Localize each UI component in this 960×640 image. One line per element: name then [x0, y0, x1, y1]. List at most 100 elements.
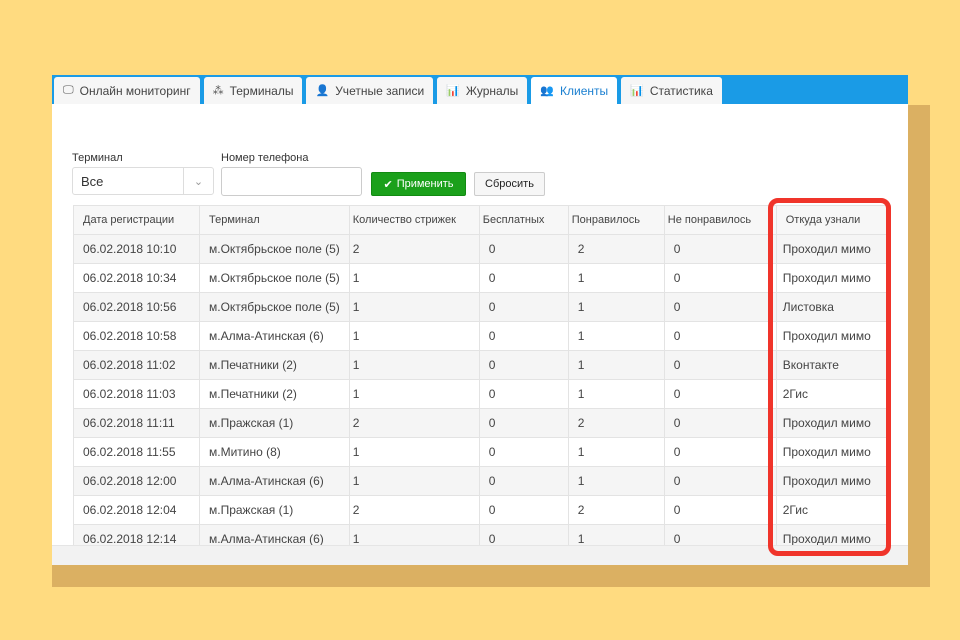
tab-2[interactable]: 👤 Учетные записи — [306, 77, 434, 104]
terminal-select[interactable]: Все ⌄ — [72, 167, 214, 195]
tab-label: Терминалы — [229, 83, 294, 98]
tab-4[interactable]: 👥 Клиенты — [531, 77, 618, 104]
column-header[interactable]: Бесплатных — [478, 205, 569, 235]
table-cell: 2 — [348, 408, 480, 438]
apply-button[interactable]: ✔ Применить — [371, 172, 466, 196]
clients-table: Дата регистрации Терминал Количество стриж… — [73, 205, 891, 554]
table-cell: 0 — [663, 408, 777, 438]
table-cell: 0 — [478, 466, 569, 496]
table-cell: 1 — [567, 437, 665, 467]
table-cell: м.Печатники (2) — [199, 350, 350, 380]
table-cell: Проходил мимо — [775, 466, 891, 496]
table-cell: м.Алма-Атинская (6) — [199, 321, 350, 351]
table-cell: 0 — [478, 437, 569, 467]
table-cell: 1 — [348, 321, 480, 351]
table-cell: 0 — [663, 350, 777, 380]
table-cell: 06.02.2018 10:10 — [73, 234, 200, 264]
column-header[interactable]: Откуда узнали — [775, 205, 891, 235]
table-cell: 0 — [663, 321, 777, 351]
table-cell: 1 — [567, 350, 665, 380]
bar-chart-icon: 📊 — [446, 85, 460, 97]
table-row[interactable]: 06.02.2018 10:56 м.Октябрьское поле (5) 1 0… — [73, 292, 891, 322]
table-cell: 0 — [478, 263, 569, 293]
table-cell: 2 — [567, 234, 665, 264]
table-cell: м.Октябрьское поле (5) — [199, 292, 350, 322]
phone-input[interactable] — [221, 167, 362, 196]
table-row[interactable]: 06.02.2018 11:03 м.Печатники (2) 1 0 1 0 2Гис — [73, 379, 891, 409]
table-cell: 0 — [478, 408, 569, 438]
table-cell: 1 — [348, 350, 480, 380]
table-cell: 1 — [348, 292, 480, 322]
table-cell: 06.02.2018 10:58 — [73, 321, 200, 351]
tab-label: Клиенты — [560, 83, 609, 98]
table-cell: 06.02.2018 11:03 — [73, 379, 200, 409]
table-cell: 2Гис — [775, 495, 891, 525]
table-cell: м.Печатники (2) — [199, 379, 350, 409]
table-cell: 0 — [478, 234, 569, 264]
table-cell: 06.02.2018 12:00 — [73, 466, 200, 496]
tab-0[interactable]: 🖵 Онлайн мониторинг — [54, 77, 200, 104]
chevron-down-icon[interactable]: ⌄ — [183, 168, 213, 194]
table-cell: 2 — [348, 495, 480, 525]
table-cell: 2 — [567, 408, 665, 438]
table-row[interactable]: 06.02.2018 12:00 м.Алма-Атинская (6) 1 0 1 0 П… — [73, 466, 891, 496]
table-cell: 06.02.2018 10:56 — [73, 292, 200, 322]
table-row[interactable]: 06.02.2018 12:04 м.Пражская (1) 2 0 2 0 2Гис — [73, 495, 891, 525]
column-header[interactable]: Дата регистрации — [73, 205, 200, 235]
table-cell: 0 — [478, 292, 569, 322]
table-cell: 1 — [567, 263, 665, 293]
sitemap-icon: ⁂ — [212, 85, 224, 97]
tab-bar: 🖵 Онлайн мониторинг ⁂ Терминалы 👤 Учетные зап… — [52, 75, 908, 104]
tab-5[interactable]: 📊 Статистика — [621, 77, 722, 104]
table-cell: 0 — [478, 321, 569, 351]
table-cell: 1 — [567, 466, 665, 496]
table-row[interactable]: 06.02.2018 11:11 м.Пражская (1) 2 0 2 0 Проход… — [73, 408, 891, 438]
table-cell: 06.02.2018 11:02 — [73, 350, 200, 380]
tab-label: Статистика — [649, 83, 713, 98]
table-cell: 1 — [348, 379, 480, 409]
terminal-select-value: Все — [81, 173, 104, 189]
tab-label: Учетные записи — [335, 83, 425, 98]
bar-chart-icon: 📊 — [630, 85, 644, 97]
tab-3[interactable]: 📊 Журналы — [437, 77, 528, 104]
reset-button[interactable]: Сбросить — [474, 172, 545, 196]
table-cell: 1 — [567, 292, 665, 322]
column-header[interactable]: Понравилось — [567, 205, 665, 235]
table-cell: 0 — [663, 437, 777, 467]
table-cell: Проходил мимо — [775, 234, 891, 264]
table-cell: 0 — [663, 263, 777, 293]
table-cell: 0 — [478, 495, 569, 525]
column-header[interactable]: Не понравилось — [663, 205, 777, 235]
terminal-label: Терминал — [72, 152, 123, 164]
table-cell: 1 — [348, 437, 480, 467]
table-cell: м.Пражская (1) — [199, 408, 350, 438]
tab-label: Онлайн мониторинг — [79, 83, 191, 98]
tab-1[interactable]: ⁂ Терминалы — [203, 77, 303, 104]
table-cell: 0 — [478, 379, 569, 409]
table-cell: 06.02.2018 10:34 — [73, 263, 200, 293]
monitor-icon: 🖵 — [63, 84, 74, 96]
users-icon: 👥 — [540, 85, 555, 97]
table-cell: 1 — [348, 466, 480, 496]
column-header[interactable]: Терминал — [199, 205, 350, 235]
tab-label: Журналы — [465, 83, 519, 98]
table-cell: м.Митино (8) — [199, 437, 350, 467]
table-row[interactable]: 06.02.2018 11:02 м.Печатники (2) 1 0 1 0 Вконт… — [73, 350, 891, 380]
table-cell: 06.02.2018 11:11 — [73, 408, 200, 438]
table-row[interactable]: 06.02.2018 10:10 м.Октябрьское поле (5) 2 0… — [73, 234, 891, 264]
table-footer — [52, 545, 908, 565]
column-header[interactable]: Количество стрижек — [348, 205, 480, 235]
table-cell: м.Алма-Атинская (6) — [199, 466, 350, 496]
table-cell: м.Октябрьское поле (5) — [199, 263, 350, 293]
table-cell: 0 — [663, 234, 777, 264]
table-cell: 2Гис — [775, 379, 891, 409]
table-cell: 1 — [567, 379, 665, 409]
table-row[interactable]: 06.02.2018 11:55 м.Митино (8) 1 0 1 0 Проходил… — [73, 437, 891, 467]
table-cell: Вконтакте — [775, 350, 891, 380]
table-cell: м.Октябрьское поле (5) — [199, 234, 350, 264]
user-icon: 👤 — [315, 85, 330, 97]
phone-label: Номер телефона — [221, 152, 309, 164]
table-cell: Листовка — [775, 292, 891, 322]
table-cell: 2 — [567, 495, 665, 525]
table-row[interactable]: 06.02.2018 10:34 м.Октябрьское поле (5) 1 0… — [73, 263, 891, 293]
